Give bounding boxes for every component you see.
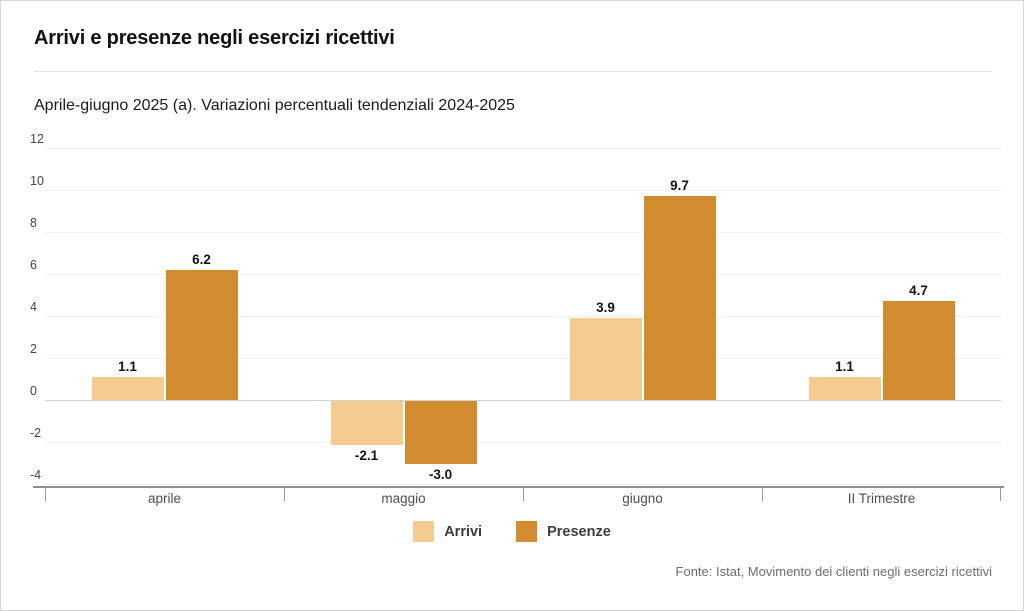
x-axis-tick <box>45 488 46 501</box>
title-divider <box>34 71 992 72</box>
bar-value-label: -3.0 <box>428 467 453 482</box>
legend-swatch-arrivi <box>413 521 435 542</box>
legend-item-arrivi: Arrivi <box>413 521 482 542</box>
page-title: Arrivi e presenze negli esercizi ricetti… <box>34 27 395 49</box>
x-axis-label: maggio <box>381 491 426 506</box>
gridline <box>45 190 1001 191</box>
y-axis-label: 0 <box>30 384 37 398</box>
bar-value-label: 9.7 <box>670 178 689 194</box>
x-axis-tick <box>523 488 524 501</box>
y-axis-label: -4 <box>30 468 42 482</box>
x-axis-label: II Trimestre <box>847 491 916 506</box>
gridline <box>45 484 1001 485</box>
bar-value-label: 4.7 <box>909 283 928 299</box>
bar-value-label: 3.9 <box>596 300 615 316</box>
bar-value-label: 1.1 <box>118 358 137 374</box>
bar-presenze-maggio <box>404 401 477 464</box>
legend-label: Arrivi <box>444 523 483 540</box>
legend-swatch-presenze <box>516 521 538 542</box>
x-axis-label: aprile <box>147 491 182 506</box>
y-axis-label: 8 <box>30 216 37 230</box>
plot-area: 1.1 6.2 -2.1 -3.0 3.9 9.7 1.1 4.7 <box>45 148 1001 485</box>
gridline <box>45 316 1001 317</box>
x-axis-ticks <box>45 488 1001 502</box>
gridline <box>45 442 1001 443</box>
y-axis-label: 12 <box>30 132 44 146</box>
bar-presenze-aprile <box>165 269 238 400</box>
bar-value-label: -2.1 <box>354 448 379 464</box>
gridline <box>45 358 1001 359</box>
y-axis-label: 6 <box>30 258 37 272</box>
x-axis-tick <box>284 488 285 501</box>
y-axis-label: 10 <box>30 174 44 188</box>
bar-value-label: 6.2 <box>192 251 211 267</box>
bar-arrivi-giugno <box>569 318 642 400</box>
x-axis-tick <box>1000 488 1001 501</box>
legend-label: Presenze <box>547 523 611 540</box>
bar-arrivi-aprile <box>91 376 164 400</box>
bar-arrivi-maggio <box>330 401 403 446</box>
bar-value-label: 1.1 <box>835 358 854 374</box>
x-axis-line <box>33 486 1004 488</box>
bar-presenze-giugno <box>643 196 716 400</box>
source-note: Fonte: Istat, Movimento dei clienti negl… <box>675 564 992 579</box>
zero-gridline <box>45 400 1001 401</box>
y-axis-label: 2 <box>30 342 37 356</box>
x-axis-tick <box>762 488 763 501</box>
gridline <box>45 274 1001 275</box>
x-axis-label: giugno <box>622 491 663 506</box>
y-axis-label: 4 <box>30 300 37 314</box>
chart-legend: Arrivi Presenze <box>1 521 1023 542</box>
bar-presenze-ii-trimestre <box>882 301 955 400</box>
y-axis-label: -2 <box>30 426 42 440</box>
legend-item-presenze: Presenze <box>516 521 611 542</box>
bar-arrivi-ii-trimestre <box>808 376 881 400</box>
y-axis-labels: 12 10 8 6 4 2 0 -2 -4 <box>30 132 50 484</box>
gridline <box>45 232 1001 233</box>
gridline <box>45 148 1001 149</box>
x-axis-labels: aprile maggio giugno II Trimestre <box>45 489 1001 509</box>
chart-subtitle: Aprile-giugno 2025 (a). Variazioni perce… <box>34 97 515 114</box>
